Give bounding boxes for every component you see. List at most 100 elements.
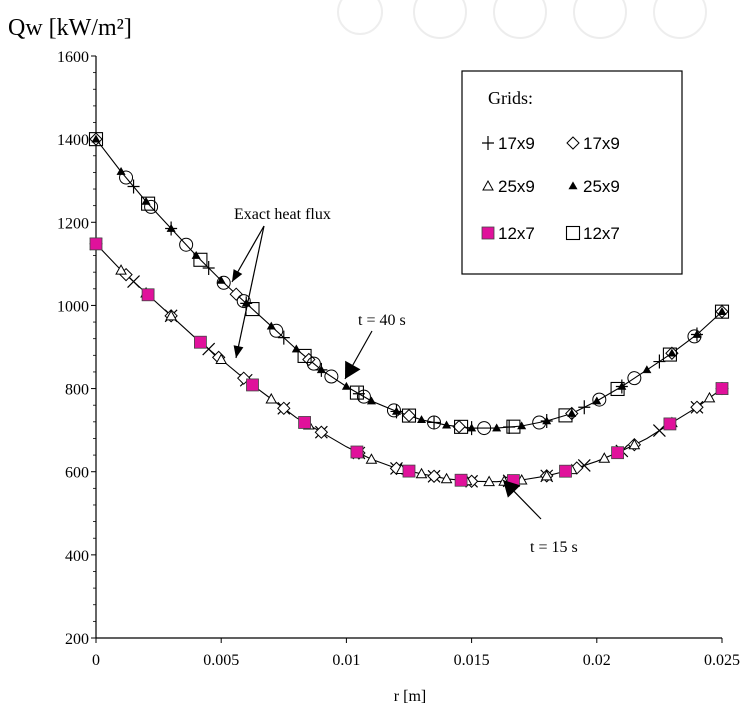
circle-marker (627, 371, 642, 386)
square-open-marker (88, 132, 104, 147)
diamond-marker (237, 371, 251, 385)
diamond-marker (690, 400, 704, 414)
y-tick-label: 600 (65, 465, 89, 482)
triangle-filled-marker (216, 275, 226, 284)
cross-marker (652, 424, 666, 437)
square-open-marker (401, 408, 417, 423)
annotation-exact-heat-flux: Exact heat flux (234, 206, 331, 223)
circle-marker (592, 392, 607, 407)
square-open-marker-legend (565, 225, 581, 241)
circle-marker (532, 415, 547, 430)
circle-marker (179, 237, 194, 252)
triangle-filled-marker (667, 348, 677, 357)
plot-axes: 200 400 600 800 1000 1200 1400 1600 0 0.005 0.01 0.… (57, 49, 740, 669)
x-tick-label: 0.015 (454, 652, 490, 669)
y-tick-label: 1600 (57, 49, 89, 66)
square-magenta-marker (246, 378, 259, 392)
legend-entry-label: 25x9 (498, 177, 535, 196)
annotation-t-40s: t = 40 s (358, 312, 406, 329)
triangle-filled-marker (166, 223, 176, 232)
triangle-filled-marker (592, 396, 602, 405)
annotation-arrows (231, 225, 542, 520)
triangle-open-marker (365, 453, 378, 464)
circle-marker (427, 415, 442, 430)
legend-entry-label: 12x7 (583, 224, 620, 243)
diamond-marker (314, 425, 329, 439)
legend-entry-label: 17x9 (498, 134, 535, 153)
triangle-open-marker (115, 264, 127, 275)
circle-marker (687, 329, 702, 344)
x-tick-label: 0 (92, 652, 100, 669)
x-axis-label: r [m] (394, 688, 426, 705)
triangle-open-marker-legend (482, 179, 494, 191)
square-open-marker (349, 385, 364, 400)
square-open-marker (141, 196, 156, 211)
legend-title: Grids: (488, 88, 533, 108)
triangle-open-marker (440, 472, 453, 484)
triangle-filled-marker (692, 329, 702, 338)
triangle-filled-marker (417, 415, 427, 424)
triangle-filled-marker (341, 381, 351, 390)
legend-frame (461, 70, 683, 275)
x-tick-label: 0.01 (332, 652, 360, 669)
y-tick-label: 400 (65, 548, 89, 565)
y-tick-label: 800 (65, 382, 89, 399)
x-tick-label: 0.005 (203, 652, 239, 669)
diamond-marker-legend (566, 136, 580, 150)
square-open-marker (662, 347, 677, 362)
triangle-open-marker (265, 392, 278, 404)
arrow-exact-lower-head (233, 345, 244, 358)
circle-marker (119, 170, 134, 185)
square-open-marker (297, 348, 312, 363)
square-magenta-marker (559, 464, 572, 478)
circle-marker (269, 323, 284, 338)
y-axis-label: Qw [kW/m²] (8, 15, 132, 41)
plus-marker (277, 330, 290, 345)
triangle-open-marker (415, 467, 428, 479)
circle-marker (306, 356, 321, 371)
square-magenta-marker (89, 237, 103, 251)
triangle-open-marker (165, 309, 177, 321)
square-magenta-marker (141, 288, 155, 302)
plus-marker (127, 179, 140, 194)
arrow-t40-head (345, 360, 361, 379)
arrow-exact-upper-head (232, 269, 243, 282)
triangle-open-marker (703, 391, 716, 403)
x-tick-label: 0.02 (583, 652, 611, 669)
plus-marker-legend (482, 136, 494, 150)
triangle-open-marker (598, 452, 611, 463)
square-magenta-marker (663, 417, 677, 431)
circle-marker (356, 389, 371, 404)
square-magenta-marker (298, 416, 311, 429)
triangle-filled-marker (467, 423, 477, 432)
triangle-filled-marker (642, 365, 652, 374)
triangle-filled-marker (492, 423, 502, 432)
triangle-filled-marker (116, 166, 126, 175)
square-open-marker (506, 419, 521, 434)
triangle-open-marker (483, 475, 495, 487)
square-magenta-marker (194, 335, 207, 349)
x-tick-label: 0.025 (704, 652, 740, 669)
plus-marker (578, 400, 591, 415)
arrow-exact-lower-shaft (235, 225, 265, 359)
plus-marker (503, 420, 516, 435)
square-open-marker (610, 381, 625, 397)
plus-marker (202, 261, 215, 276)
triangle-open-marker (215, 353, 228, 364)
triangle-open-marker (628, 438, 641, 450)
circle-marker (477, 421, 492, 436)
circle-marker (144, 199, 159, 214)
triangle-filled-marker (442, 420, 452, 429)
diamond-marker (402, 408, 416, 423)
y-tick-label: 1200 (57, 215, 89, 232)
square-magenta-marker (715, 382, 729, 395)
square-open-marker (454, 419, 469, 434)
annotation-t-15s: t = 15 s (530, 539, 578, 556)
triangle-filled-marker (717, 307, 727, 315)
square-open-marker (714, 304, 730, 319)
circle-marker (236, 294, 251, 309)
y-tick-label: 1000 (57, 298, 89, 315)
triangle-filled-marker (391, 406, 401, 415)
triangle-filled-marker (542, 416, 552, 425)
